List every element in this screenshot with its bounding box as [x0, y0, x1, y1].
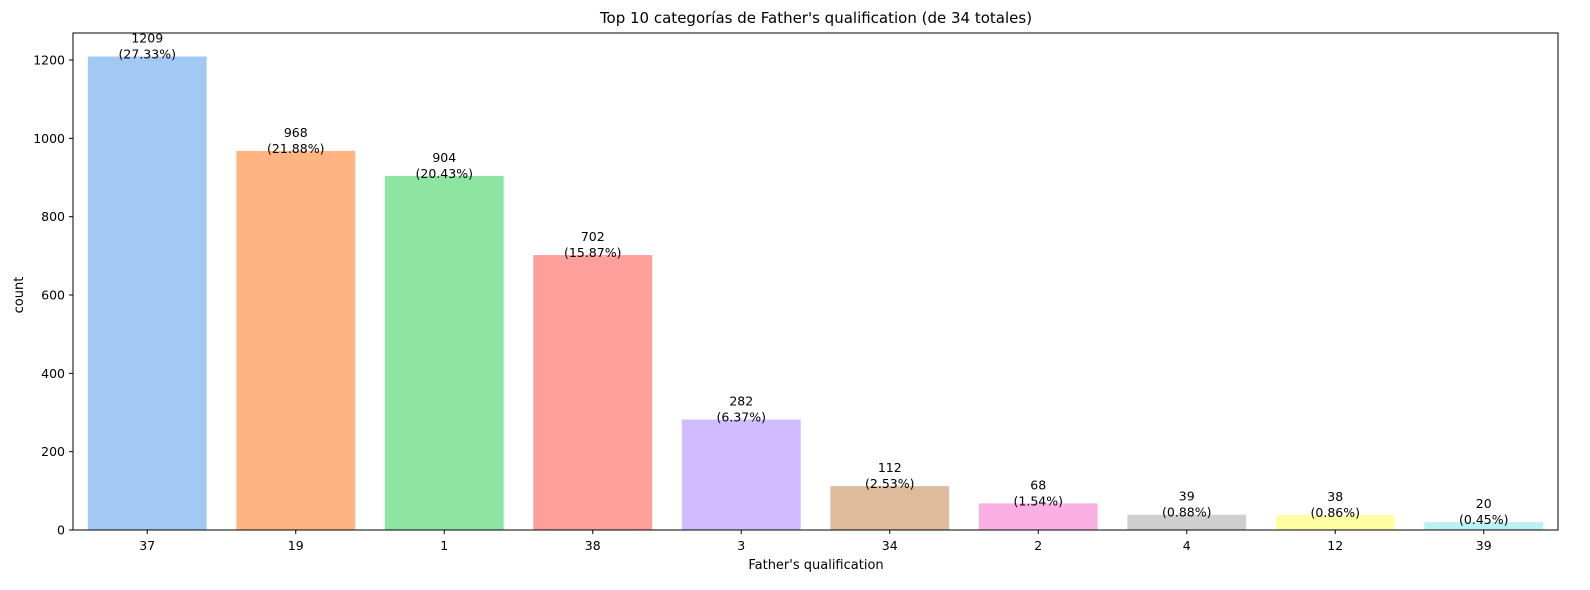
- x-tick-label-34: 34: [882, 538, 898, 553]
- data-label-percent-39: (0.45%): [1459, 512, 1508, 527]
- y-axis: 0 200 400 600 800 1000 1200: [33, 53, 73, 538]
- y-axis-label: count: [12, 277, 27, 314]
- data-label-count-38: 702: [581, 229, 605, 244]
- data-label-percent-19: (21.88%): [267, 141, 324, 156]
- bar-1: [384, 175, 504, 530]
- y-tick-label-400: 400: [41, 366, 65, 381]
- bar-38: [533, 255, 653, 530]
- bars-group: [87, 56, 1544, 531]
- data-label-count-19: 968: [284, 125, 308, 140]
- data-label-count-39: 20: [1476, 496, 1492, 511]
- x-tick-label-39: 39: [1476, 538, 1492, 553]
- x-tick-label-12: 12: [1327, 538, 1343, 553]
- y-tick-label-0: 0: [57, 523, 65, 538]
- plot-frame: [72, 32, 1559, 531]
- bar-12: [1275, 515, 1395, 530]
- y-tick-label-1200: 1200: [33, 53, 65, 68]
- x-axis-label: Father's qualification: [748, 558, 883, 573]
- bar-2: [978, 503, 1098, 530]
- data-label-count-4: 39: [1179, 489, 1195, 504]
- y-tick-label-200: 200: [41, 444, 65, 459]
- x-tick-label-38: 38: [585, 538, 601, 553]
- data-label-count-34: 112: [878, 460, 902, 475]
- data-label-count-3: 282: [729, 394, 753, 409]
- x-axis: 37 19 1 38 3 34 2 4 12 39: [139, 530, 1492, 553]
- x-tick-label-2: 2: [1034, 538, 1042, 553]
- data-label-count-2: 68: [1030, 477, 1046, 492]
- bar-37: [87, 56, 207, 531]
- data-label-percent-38: (15.87%): [564, 245, 621, 260]
- data-label-percent-4: (0.88%): [1162, 505, 1211, 520]
- x-tick-label-19: 19: [288, 538, 304, 553]
- data-label-percent-1: (20.43%): [416, 166, 473, 181]
- data-label-percent-2: (1.54%): [1014, 493, 1063, 508]
- data-label-count-37: 1209: [131, 30, 163, 45]
- data-label-percent-34: (2.53%): [865, 476, 914, 491]
- bar-19: [236, 150, 356, 530]
- x-tick-label-37: 37: [139, 538, 155, 553]
- data-label-count-1: 904: [432, 150, 456, 165]
- x-tick-label-4: 4: [1183, 538, 1191, 553]
- chart-title: Top 10 categorías de Father's qualificat…: [599, 9, 1032, 27]
- data-label-count-12: 38: [1327, 489, 1343, 504]
- data-labels-group: 1209(27.33%) 968(21.88%) 904(20.43%) 702(15…: [119, 30, 1509, 527]
- x-tick-label-3: 3: [737, 538, 745, 553]
- y-tick-label-1000: 1000: [33, 131, 65, 146]
- data-label-percent-37: (27.33%): [119, 46, 176, 61]
- x-tick-label-1: 1: [440, 538, 448, 553]
- y-tick-label-600: 600: [41, 288, 65, 303]
- bar-3: [681, 419, 801, 530]
- bar-34: [830, 486, 950, 530]
- bar-39: [1424, 522, 1544, 530]
- axes-frame: [72, 32, 1559, 531]
- y-tick-label-800: 800: [41, 209, 65, 224]
- data-label-percent-3: (6.37%): [717, 410, 766, 425]
- bar-4: [1127, 514, 1247, 530]
- data-label-percent-12: (0.86%): [1311, 505, 1360, 520]
